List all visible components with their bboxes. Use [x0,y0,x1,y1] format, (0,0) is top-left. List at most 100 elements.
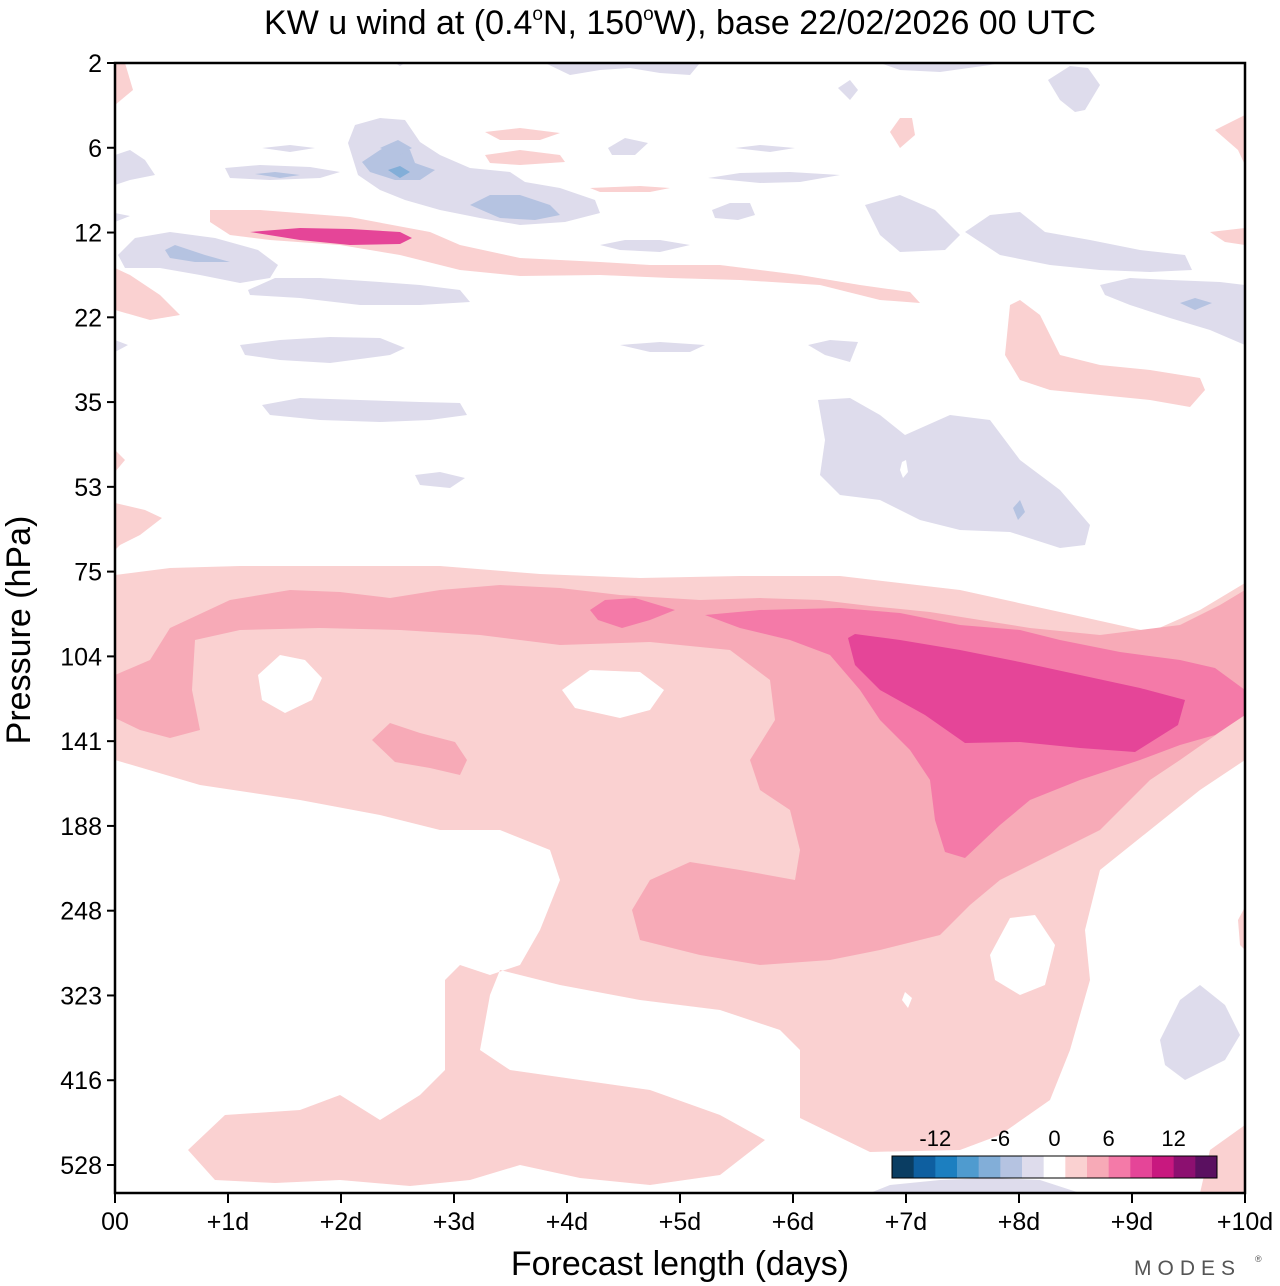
x-tick-label: +7d [885,1208,927,1236]
contour-neg-2-4 [865,195,960,252]
contour-neg-2-4 [600,240,690,252]
contour-pos-2-4 [590,186,670,192]
x-axis-label: Forecast length (days) [511,1245,849,1283]
contour-pos-6-8 [590,598,675,628]
colorbar-swatch [1000,1156,1023,1178]
plot-area: 00 +1d +2d +3d +4d +5d +6d +7d +8d +9d +10d 2 6 12 22… [60,50,1273,1236]
y-tick-label: 53 [74,474,102,502]
contour-neg-2-4 [965,212,1192,272]
contour-pos-2-4 [485,150,565,165]
contour-neg-2-4 [1160,985,1240,1080]
y-tick-label: 141 [60,728,102,756]
contour-neg-2-4 [620,342,705,352]
colorbar-tick-label: -12 [919,1126,951,1151]
contour-neg-2-4 [348,118,600,225]
y-axis-label: Pressure (hPa) [0,516,38,745]
y-tick-label: 6 [88,135,102,163]
x-tick-label: 00 [101,1208,129,1236]
contour-field [115,63,1245,1193]
contour-pos-2-4 [890,118,915,148]
contour-neg-2-4 [115,340,128,352]
contour-pos-2-4 [115,503,162,550]
colorbar-swatch [1065,1156,1088,1178]
contour-neg-4-6 [1013,500,1025,520]
modes-logo: MODES [1134,1257,1241,1280]
contour-neg-4-6 [470,195,560,220]
contour-neg-2-4 [1048,66,1100,112]
y-tick-label: 75 [74,559,102,587]
y-tick-label: 188 [60,813,102,841]
x-tick-label: +3d [433,1208,475,1236]
contour-hole [258,655,322,713]
colorbar-swatch [1173,1156,1196,1178]
contour-pos-2-4 [115,268,180,320]
y-tick-label: 416 [60,1067,102,1095]
contour-pos-4-6 [372,723,467,775]
y-tick-label: 248 [60,898,102,926]
contour-neg-4-6 [165,245,230,262]
contour-neg-4-6 [362,142,435,180]
colorbar-swatch [1043,1156,1066,1178]
contour-neg-2-4 [248,278,470,305]
x-tick-label: +1d [207,1208,249,1236]
colorbar-tick-label: -6 [991,1126,1011,1151]
y-tick-label: 2 [88,50,102,78]
y-tick-label: 22 [74,304,102,332]
colorbar-swatch [1108,1156,1131,1178]
contour-hole [902,992,912,1008]
x-tick-label: +2d [320,1208,362,1236]
y-tick-label: 528 [60,1152,102,1180]
colorbar-swatch [957,1156,980,1178]
contour-neg-2-4 [115,213,130,222]
contour-hole [562,670,664,718]
colorbar-swatch [913,1156,936,1178]
contour-neg-4-6 [1180,298,1212,310]
colorbar: -12 -6 0 6 12 [891,1126,1218,1179]
contour-pos-8-10 [250,228,412,245]
contour-neg-6-8 [388,166,410,178]
contour-pos-2-4 [1215,115,1245,165]
contour-neg-2-4 [262,145,315,152]
y-tick-label: 35 [74,389,102,417]
colorbar-tick-label: 0 [1048,1126,1060,1151]
contour-hole [990,915,1055,995]
x-tick-label: +9d [1111,1208,1153,1236]
x-tick-label: +6d [772,1208,814,1236]
y-tick-label: 12 [74,220,102,248]
x-tick-label: +8d [998,1208,1040,1236]
colorbar-swatch [1087,1156,1110,1178]
modes-logo-reg: ® [1255,1254,1262,1264]
contour-pos-2-4 [1238,907,1245,950]
contour-pos-2-4 [1210,228,1245,245]
contour-neg-2-4 [1100,278,1245,345]
y-tick-label: 323 [60,982,102,1010]
colorbar-frame [891,1155,1218,1179]
colorbar-tick-label: 12 [1161,1126,1185,1151]
colorbar-swatch [978,1156,1001,1178]
x-axis: 00 +1d +2d +3d +4d +5d +6d +7d +8d +9d +10d [101,1193,1273,1236]
contour-neg-2-4 [838,80,858,100]
contour-neg-2-4 [808,340,858,362]
colorbar-swatch [892,1156,915,1178]
contour-hole [900,460,908,478]
colorbar-swatch [935,1156,958,1178]
contour-neg-2-4 [712,203,755,220]
contour-neg-2-4 [262,398,467,422]
x-tick-label: +5d [659,1208,701,1236]
chart-title: KW u wind at (0.4oN, 150oW), base 22/02/… [264,4,1096,42]
contour-neg-2-4 [880,63,1000,72]
contour-pos-2-4 [485,128,560,140]
contour-neg-2-4 [545,63,700,75]
colorbar-swatch [1195,1156,1218,1178]
contour-neg-4-6 [255,172,300,178]
contour-neg-2-4 [870,1178,1080,1193]
contour-neg-2-4 [735,145,795,152]
contour-pos-2-4 [115,63,133,105]
contour-neg-2-4 [240,337,405,363]
contour-pos-2-4 [1005,300,1205,407]
colorbar-tick-label: 6 [1103,1126,1115,1151]
contour-neg-2-4 [415,472,465,488]
contour-neg-2-4 [608,138,648,155]
y-axis: 2 6 12 22 35 53 75 104 141 188 248 323 416 528 [60,50,115,1180]
